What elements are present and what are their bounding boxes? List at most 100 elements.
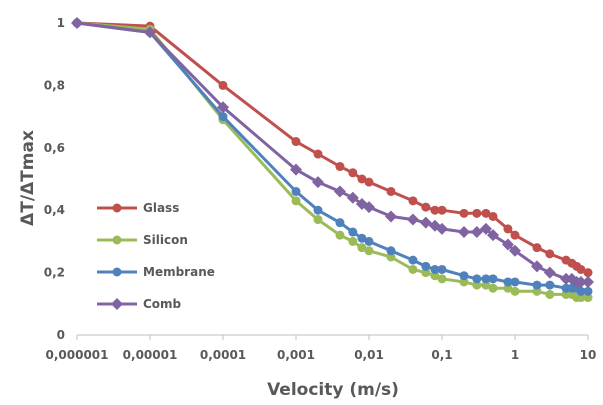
data-point	[335, 162, 345, 172]
data-point	[457, 226, 470, 239]
data-point	[487, 229, 500, 242]
x-tick-label: 1	[511, 348, 519, 362]
x-tick-label: 0,00001	[123, 348, 178, 362]
data-point	[532, 286, 542, 296]
data-point	[408, 255, 418, 265]
data-point	[430, 205, 440, 215]
data-point	[364, 246, 374, 256]
data-point	[481, 274, 491, 284]
data-point	[313, 149, 323, 159]
data-point	[509, 244, 521, 257]
y-axis-title: ΔT/ΔTmax	[18, 130, 38, 226]
data-point	[501, 238, 514, 251]
data-point	[488, 274, 498, 284]
data-point	[421, 268, 431, 278]
data-point	[436, 222, 448, 235]
data-point	[503, 283, 513, 293]
data-point	[386, 246, 396, 256]
y-tick-label: 0,2	[44, 266, 65, 280]
data-point	[291, 137, 301, 147]
data-point	[481, 208, 491, 218]
legend-item-glass: Glass	[97, 201, 179, 215]
data-point	[459, 271, 469, 281]
data-point	[364, 236, 374, 246]
data-point	[421, 261, 431, 271]
data-point	[574, 275, 587, 288]
data-point	[530, 260, 543, 273]
data-point	[583, 286, 593, 296]
data-point	[576, 293, 586, 303]
data-point	[437, 264, 447, 274]
data-point	[532, 280, 542, 290]
data-point	[335, 230, 345, 240]
data-point	[290, 163, 302, 176]
data-point	[532, 243, 542, 253]
data-point	[510, 277, 520, 287]
data-point	[472, 274, 482, 284]
data-point	[510, 286, 520, 296]
legend-label: Membrane	[143, 265, 215, 279]
series-membrane	[72, 18, 593, 296]
data-point	[363, 201, 375, 214]
x-tick-label: 0,000001	[45, 348, 108, 362]
legend-marker	[112, 203, 122, 213]
data-point	[481, 280, 491, 290]
data-point	[459, 208, 469, 218]
data-point	[217, 101, 229, 114]
data-point	[357, 174, 367, 184]
data-point	[364, 177, 374, 187]
y-tick-label: 1	[57, 16, 65, 30]
data-point	[437, 274, 447, 284]
data-point	[543, 266, 556, 279]
y-tick-label: 0,6	[44, 141, 65, 155]
y-tick-label: 0,4	[44, 203, 65, 217]
data-point	[583, 293, 593, 303]
data-point	[357, 233, 367, 243]
data-point	[510, 230, 520, 240]
data-point	[419, 216, 432, 229]
x-axis-title: Velocity (m/s)	[267, 380, 399, 400]
data-point	[488, 283, 498, 293]
data-point	[144, 26, 156, 39]
data-point	[335, 218, 345, 228]
legend-label: Glass	[143, 201, 179, 215]
legend-label: Silicon	[143, 233, 188, 247]
x-tick-label: 0,1	[431, 348, 452, 362]
data-point	[218, 80, 228, 90]
data-point	[313, 215, 323, 225]
legend: Glass Silicon Membrane Comb	[97, 201, 215, 311]
legend-marker	[111, 298, 123, 310]
data-point	[408, 196, 418, 206]
data-point	[437, 205, 447, 215]
data-point	[291, 186, 301, 196]
series-group	[71, 17, 594, 303]
data-point	[545, 249, 555, 259]
legend-marker	[112, 267, 122, 277]
data-point	[346, 191, 359, 204]
legend-label: Comb	[143, 297, 182, 311]
data-point	[313, 205, 323, 215]
legend-item-membrane: Membrane	[97, 265, 215, 279]
series-line-silicon	[76, 21, 588, 300]
data-point	[333, 185, 346, 198]
data-point	[430, 264, 440, 274]
data-point	[421, 202, 431, 212]
legend-marker	[112, 235, 122, 245]
data-point	[311, 176, 324, 189]
data-point	[545, 280, 555, 290]
data-point	[470, 226, 483, 239]
data-point	[576, 286, 586, 296]
legend-item-silicon: Silicon	[97, 233, 188, 247]
data-point	[472, 280, 482, 290]
x-tick-label: 0,0001	[200, 348, 246, 362]
data-point	[348, 227, 358, 237]
data-point	[472, 208, 482, 218]
data-point	[488, 211, 498, 221]
data-point	[386, 186, 396, 196]
data-point	[218, 112, 228, 122]
data-point	[503, 224, 513, 234]
y-tick-label: 0	[57, 328, 65, 342]
data-point	[459, 277, 469, 287]
x-tick-label: 0,01	[354, 348, 384, 362]
